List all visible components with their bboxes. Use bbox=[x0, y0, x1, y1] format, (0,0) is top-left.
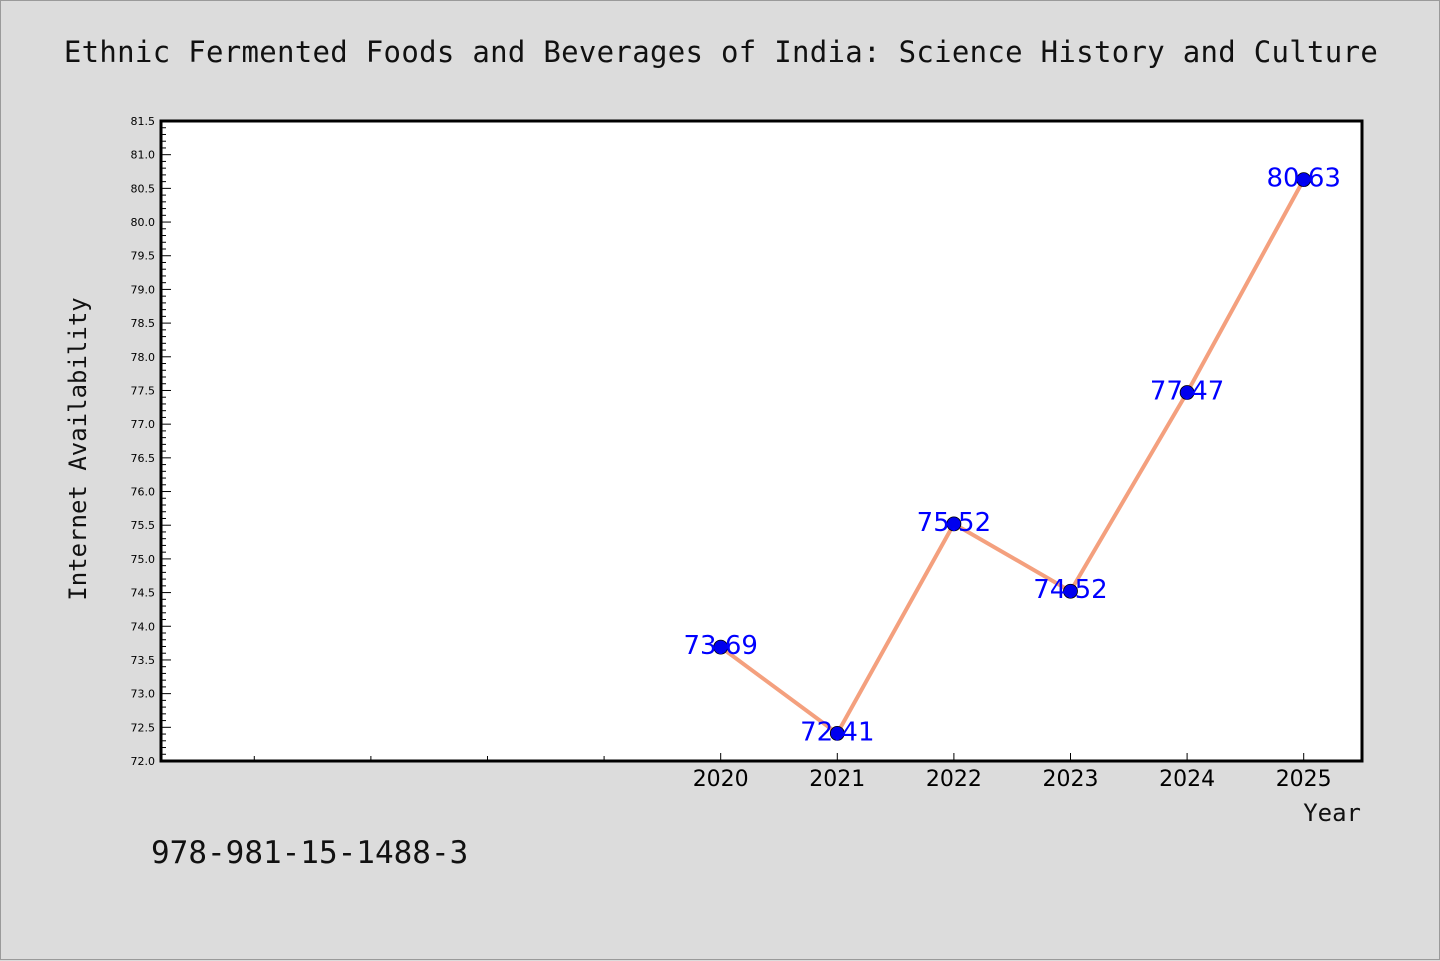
y-tick-label: 77.0 bbox=[131, 418, 156, 431]
x-tick-label: 2025 bbox=[1276, 767, 1332, 792]
x-axis-title: Year bbox=[1303, 799, 1361, 827]
plot-area bbox=[159, 119, 1364, 763]
data-point bbox=[1063, 583, 1078, 599]
y-tick-label: 81.0 bbox=[131, 149, 156, 162]
data-point bbox=[1179, 385, 1195, 400]
x-axis: 2020 2021 2022 2023 2024 2025 bbox=[253, 753, 1332, 792]
y-tick-label: 73.0 bbox=[131, 688, 156, 701]
data-label: 74.52 bbox=[1033, 575, 1107, 605]
data-label: 80.63 bbox=[1266, 164, 1340, 194]
y-tick-label: 76.0 bbox=[131, 486, 156, 499]
y-axis-title: Internet Availability bbox=[64, 297, 92, 600]
y-tick-label: 75.0 bbox=[131, 553, 156, 566]
isbn-text: 978-981-15-1488-3 bbox=[151, 835, 469, 871]
series-line bbox=[719, 178, 1306, 736]
y-tick-label: 81.5 bbox=[131, 115, 156, 128]
x-tick-label: 2024 bbox=[1159, 767, 1215, 792]
y-tick-label: 74.5 bbox=[131, 587, 156, 600]
y-tick-label: 79.0 bbox=[131, 283, 156, 296]
data-point bbox=[946, 516, 962, 532]
data-point bbox=[713, 639, 729, 655]
data-label: 77.47 bbox=[1150, 376, 1224, 406]
x-tick-label: 2021 bbox=[809, 767, 865, 792]
data-point bbox=[1296, 172, 1312, 188]
y-tick-label: 74.0 bbox=[131, 620, 156, 633]
data-label: 73.69 bbox=[683, 631, 757, 661]
y-tick-label: 72.5 bbox=[131, 721, 156, 734]
y-tick-label: 77.5 bbox=[131, 384, 156, 397]
x-tick-label: 2023 bbox=[1042, 767, 1098, 792]
x-tick-label: 2022 bbox=[926, 767, 982, 792]
chart-title: Ethnic Fermented Foods and Beverages of … bbox=[63, 35, 1379, 69]
data-label: 75.52 bbox=[917, 508, 991, 538]
y-tick-label: 78.0 bbox=[131, 351, 156, 364]
y-tick-label: 72.0 bbox=[131, 755, 156, 768]
y-tick-label: 79.5 bbox=[131, 250, 156, 263]
y-axis: 72.0 72.5 73.0 73.5 74.0 74.5 75.0 75.5 76.0 76.5… bbox=[131, 115, 171, 768]
y-tick-label: 80.5 bbox=[131, 182, 156, 195]
data-label: 72.41 bbox=[800, 717, 874, 747]
data-point bbox=[829, 725, 845, 741]
y-tick-label: 76.5 bbox=[131, 452, 156, 465]
y-tick-label: 73.5 bbox=[131, 654, 156, 667]
series-layer: 73.69 72.41 75.52 74.52 77.47 80.63 bbox=[683, 164, 1340, 748]
y-tick-label: 75.5 bbox=[131, 519, 156, 532]
y-tick-label: 80.0 bbox=[131, 216, 156, 229]
y-tick-label: 78.5 bbox=[131, 317, 156, 330]
x-tick-label: 2020 bbox=[693, 767, 749, 792]
